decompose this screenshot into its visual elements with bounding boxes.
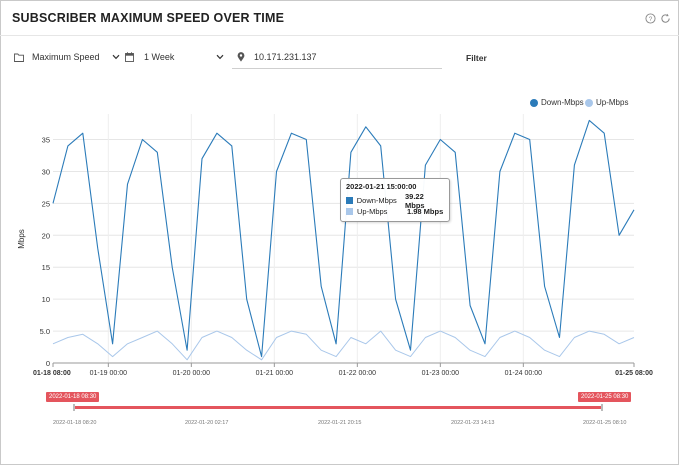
filter-controls: Maximum Speed 1 Week 10.171.231.137	[0, 44, 679, 74]
navigator-tick: 2022-01-25 08:10	[583, 420, 627, 426]
ip-input[interactable]: 10.171.231.137	[237, 52, 317, 62]
tooltip-swatch-down	[346, 197, 353, 204]
folder-icon	[14, 53, 24, 62]
navigator-tick: 2022-01-23 14:13	[451, 420, 495, 426]
tooltip-row-up: Up-Mbps 1.98 Mbps	[346, 206, 444, 217]
y-tick-label: 25	[42, 199, 50, 208]
x-tick-label: 01-24 00:00	[505, 370, 542, 377]
ip-input-underline	[232, 68, 442, 69]
legend-item-up[interactable]: Up-Mbps	[585, 98, 628, 107]
navigator-tick: 2022-01-21 20:15	[318, 420, 362, 426]
legend-label-down: Down-Mbps	[541, 98, 584, 107]
chevron-down-icon	[216, 54, 224, 60]
metric-select-value: Maximum Speed	[32, 52, 100, 62]
tooltip-title: 2022-01-21 15:00:00	[346, 182, 417, 191]
chevron-down-icon	[112, 54, 119, 60]
y-tick-label: 20	[42, 231, 50, 240]
y-axis-label: Mbps	[17, 229, 26, 249]
x-tick-label: 01-21 00:00	[256, 370, 293, 377]
x-tick-label: 01-19 00:00	[90, 370, 127, 377]
navigator-right-handle[interactable]	[601, 404, 603, 411]
y-tick-label: 5.0	[40, 327, 50, 336]
calendar-icon	[125, 52, 134, 62]
refresh-icon[interactable]	[660, 13, 671, 24]
x-tick-label: 01-22 00:00	[339, 370, 376, 377]
up-legend-marker	[585, 98, 593, 107]
y-tick-label: 30	[42, 167, 50, 176]
navigator-end-label[interactable]: 2022-01-25 08:30	[578, 392, 632, 402]
metric-select[interactable]: Maximum Speed	[14, 52, 120, 62]
speed-line-chart[interactable]: 0 5.0 10 15 20 25 30 35 01-18 08:00 01-19 00:00 0…	[0, 92, 679, 382]
period-select[interactable]: 1 Week	[125, 52, 224, 62]
legend-item-down[interactable]: Down-Mbps	[530, 98, 584, 107]
navigator-start-label[interactable]: 2022-01-18 08:30	[46, 392, 100, 402]
widget-title: SUBSCRIBER MAXIMUM SPEED OVER TIME	[12, 11, 285, 25]
filter-button[interactable]: Filter	[466, 53, 487, 63]
y-tick-label: 15	[42, 263, 50, 272]
x-tick-label: 01-23 00:00	[422, 370, 459, 377]
x-tick-label: 01-20 00:00	[173, 370, 210, 377]
ip-input-value: 10.171.231.137	[254, 52, 317, 62]
location-pin-icon	[237, 52, 245, 62]
navigator-left-handle[interactable]	[73, 404, 75, 411]
question-circle-icon[interactable]: ?	[645, 13, 656, 24]
y-tick-label: 35	[42, 136, 50, 145]
tooltip-name-down: Down-Mbps	[356, 196, 397, 205]
navigator-range-bar[interactable]	[74, 406, 602, 409]
down-legend-marker	[530, 98, 538, 107]
x-tick-label: 01-25 08:00	[615, 370, 653, 377]
y-tick-label: 0	[46, 359, 50, 368]
tooltip-row-down: Down-Mbps 39.22 Mbps	[346, 192, 444, 210]
navigator-tick: 2022-01-18 08:20	[53, 420, 97, 426]
chart-tooltip: 2022-01-21 15:00:00 Down-Mbps 39.22 Mbps…	[340, 178, 450, 222]
widget-header: SUBSCRIBER MAXIMUM SPEED OVER TIME ?	[0, 0, 679, 36]
svg-text:?: ?	[649, 16, 653, 23]
tooltip-value-up: 1.98 Mbps	[407, 207, 444, 216]
x-tick-label: 01-18 08:00	[33, 370, 71, 377]
tooltip-swatch-up	[346, 208, 353, 215]
tooltip-value-down: 39.22 Mbps	[404, 191, 425, 210]
down-mbps-series-line	[52, 119, 635, 358]
period-select-value: 1 Week	[144, 52, 175, 62]
y-tick-label: 10	[42, 295, 50, 304]
legend-label-up: Up-Mbps	[596, 98, 629, 107]
tooltip-name-up: Up-Mbps	[357, 207, 388, 216]
up-mbps-series-line	[52, 330, 635, 361]
navigator-tick: 2022-01-20 02:17	[185, 420, 229, 426]
